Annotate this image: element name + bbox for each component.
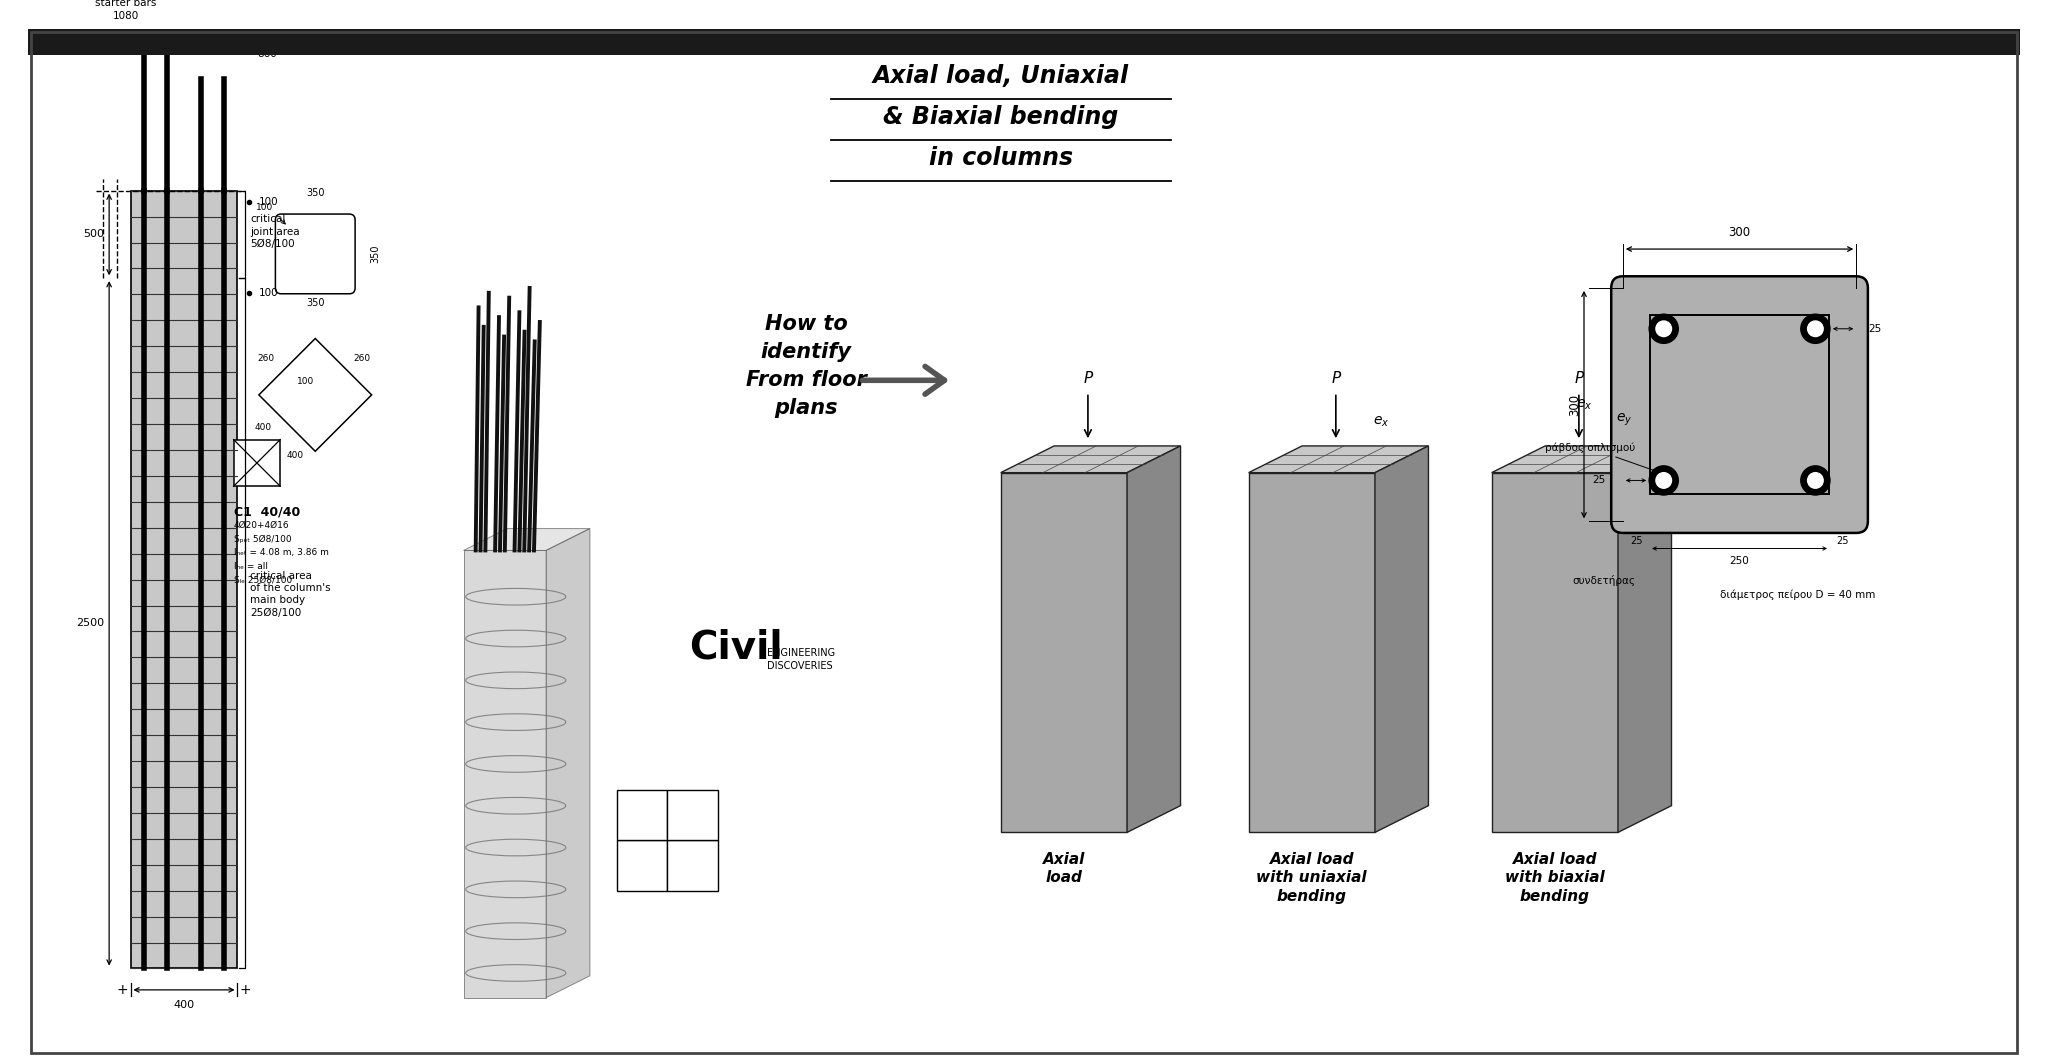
Bar	[29, 30, 2019, 55]
Text: 25: 25	[1630, 535, 1642, 546]
Text: 2500: 2500	[76, 619, 104, 628]
Text: $e_x$: $e_x$	[1372, 414, 1389, 429]
Text: $e_y$: $e_y$	[1616, 412, 1632, 428]
Text: 350: 350	[305, 298, 324, 307]
Text: critical area
of the column's
main body
25Ø8/100: critical area of the column's main body …	[250, 570, 330, 618]
Text: 400: 400	[287, 451, 303, 459]
Polygon shape	[258, 339, 371, 451]
Text: 100: 100	[258, 197, 279, 207]
Text: 260: 260	[352, 354, 371, 363]
Bar	[233, 439, 281, 486]
Polygon shape	[463, 550, 547, 998]
Text: 500: 500	[84, 229, 104, 240]
Text: 350: 350	[371, 245, 381, 263]
Text: P: P	[1083, 371, 1092, 385]
Polygon shape	[1249, 446, 1427, 473]
Bar	[668, 841, 717, 890]
Text: lₙₑₜ = 4.08 m, 3.86 m: lₙₑₜ = 4.08 m, 3.86 m	[233, 548, 328, 558]
Circle shape	[1800, 466, 1831, 495]
Text: συνδετήρας: συνδετήρας	[1573, 574, 1634, 586]
Text: starter bars
1080: starter bars 1080	[94, 0, 156, 20]
Text: Axial load
with uniaxial
bending: Axial load with uniaxial bending	[1257, 852, 1368, 904]
Text: 25: 25	[1868, 324, 1882, 334]
Bar	[1651, 315, 1829, 494]
Text: starter bars
860: starter bars 860	[236, 37, 297, 59]
Bar	[668, 790, 717, 841]
Polygon shape	[1618, 446, 1671, 832]
Text: 300: 300	[1729, 226, 1751, 240]
Text: 100: 100	[258, 288, 279, 298]
Text: διάμετρος πείρου D = 40 mm: διάμετρος πείρου D = 40 mm	[1720, 589, 1876, 600]
Circle shape	[1808, 473, 1823, 488]
Text: 100: 100	[256, 203, 274, 212]
Text: 25: 25	[1837, 535, 1849, 546]
Text: 300: 300	[1569, 394, 1581, 416]
Bar	[616, 790, 668, 841]
Text: 4Ø20+4Ø16: 4Ø20+4Ø16	[233, 522, 289, 530]
Text: $e_x$: $e_x$	[1575, 397, 1591, 412]
Text: How to
identify
From floor
plans: How to identify From floor plans	[745, 314, 866, 418]
Text: 400: 400	[174, 1000, 195, 1010]
FancyBboxPatch shape	[274, 214, 354, 294]
Polygon shape	[1126, 446, 1180, 832]
Text: Sₗₑ 25Ø8/100: Sₗₑ 25Ø8/100	[233, 576, 291, 585]
Polygon shape	[1001, 446, 1180, 473]
FancyArrowPatch shape	[862, 366, 944, 394]
Bar	[616, 841, 668, 890]
Polygon shape	[1374, 446, 1427, 832]
Text: critical
joint area
5Ø8/100: critical joint area 5Ø8/100	[250, 214, 299, 249]
Text: Axial load
with biaxial
bending: Axial load with biaxial bending	[1505, 852, 1606, 904]
Text: +: +	[240, 983, 252, 997]
FancyBboxPatch shape	[1612, 277, 1868, 533]
Text: C1  40/40: C1 40/40	[233, 506, 299, 518]
Text: 400: 400	[254, 422, 270, 432]
Text: lₕₑ = all: lₕₑ = all	[233, 562, 268, 571]
Text: P: P	[1331, 371, 1341, 385]
Circle shape	[1657, 321, 1671, 337]
Circle shape	[1657, 473, 1671, 488]
Text: +: +	[117, 983, 129, 997]
Circle shape	[1649, 315, 1677, 343]
Polygon shape	[547, 529, 590, 998]
Circle shape	[1808, 321, 1823, 337]
Text: 260: 260	[258, 354, 274, 363]
Polygon shape	[131, 191, 238, 968]
Text: 25: 25	[1591, 475, 1606, 486]
Text: & Biaxial bending: & Biaxial bending	[883, 106, 1118, 129]
Text: in columns: in columns	[928, 146, 1073, 170]
Text: Axial load, Uniaxial: Axial load, Uniaxial	[872, 64, 1128, 89]
Text: P: P	[1575, 371, 1583, 385]
Polygon shape	[1001, 473, 1126, 832]
Text: 250: 250	[1731, 557, 1749, 566]
Text: Axial
load: Axial load	[1042, 852, 1085, 885]
Circle shape	[1649, 466, 1677, 495]
Polygon shape	[463, 529, 590, 550]
Text: Sₚₑₜ 5Ø8/100: Sₚₑₜ 5Ø8/100	[233, 535, 291, 544]
Text: ράβδος οπλισμού: ράβδος οπλισμού	[1544, 442, 1665, 475]
Text: 100: 100	[297, 377, 313, 385]
Text: 350: 350	[305, 189, 324, 199]
Polygon shape	[1491, 473, 1618, 832]
Text: Civil: Civil	[690, 628, 782, 666]
Polygon shape	[1491, 446, 1671, 473]
Polygon shape	[1249, 473, 1374, 832]
Text: ENGINEERING
DISCOVERIES: ENGINEERING DISCOVERIES	[768, 647, 836, 671]
Circle shape	[1800, 315, 1831, 343]
